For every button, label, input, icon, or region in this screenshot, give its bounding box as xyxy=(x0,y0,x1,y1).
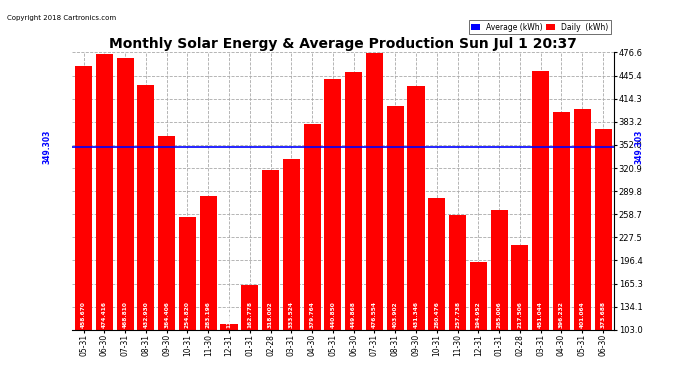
Bar xyxy=(470,262,487,330)
Text: 458.670: 458.670 xyxy=(81,301,86,328)
Text: 217.506: 217.506 xyxy=(518,301,522,328)
Bar xyxy=(428,198,445,330)
Bar xyxy=(75,66,92,330)
Text: 396.232: 396.232 xyxy=(559,301,564,328)
Bar xyxy=(304,124,321,330)
Title: Monthly Solar Energy & Average Production Sun Jul 1 20:37: Monthly Solar Energy & Average Productio… xyxy=(109,37,578,51)
Text: 401.064: 401.064 xyxy=(580,301,584,328)
Text: 476.554: 476.554 xyxy=(372,301,377,328)
Text: 194.952: 194.952 xyxy=(476,301,481,328)
Legend: Average (kWh), Daily  (kWh): Average (kWh), Daily (kWh) xyxy=(469,20,611,34)
Text: 283.196: 283.196 xyxy=(206,301,210,328)
Bar xyxy=(366,53,383,330)
Bar xyxy=(511,245,529,330)
Text: 474.416: 474.416 xyxy=(102,301,107,328)
Text: 449.868: 449.868 xyxy=(351,301,356,328)
Text: Copyright 2018 Cartronics.com: Copyright 2018 Cartronics.com xyxy=(7,15,116,21)
Text: 257.738: 257.738 xyxy=(455,301,460,328)
Bar xyxy=(408,86,424,330)
Text: 349.303: 349.303 xyxy=(43,130,52,164)
Bar xyxy=(491,210,508,330)
Bar xyxy=(241,285,258,330)
Text: 379.764: 379.764 xyxy=(310,301,315,328)
Text: 318.002: 318.002 xyxy=(268,301,273,328)
Bar xyxy=(158,136,175,330)
Bar xyxy=(386,106,404,330)
Bar xyxy=(96,54,113,330)
Text: 451.044: 451.044 xyxy=(538,301,543,328)
Text: 364.406: 364.406 xyxy=(164,301,169,328)
Bar xyxy=(117,58,134,330)
Text: 110.342: 110.342 xyxy=(226,301,231,328)
Text: 431.346: 431.346 xyxy=(413,301,419,328)
Text: 333.524: 333.524 xyxy=(289,301,294,328)
Bar xyxy=(532,72,549,330)
Bar xyxy=(283,159,300,330)
Bar xyxy=(345,72,362,330)
Text: 162.778: 162.778 xyxy=(247,301,253,328)
Bar xyxy=(553,112,570,330)
Text: 373.688: 373.688 xyxy=(600,301,606,328)
Bar xyxy=(137,85,155,330)
Text: 280.476: 280.476 xyxy=(434,301,440,328)
Bar xyxy=(179,217,196,330)
Bar xyxy=(449,215,466,330)
Text: 468.810: 468.810 xyxy=(123,301,128,328)
Text: 432.930: 432.930 xyxy=(144,301,148,328)
Bar xyxy=(199,196,217,330)
Bar xyxy=(324,79,342,330)
Text: 349.303: 349.303 xyxy=(635,130,644,164)
Text: 440.850: 440.850 xyxy=(331,301,335,328)
Bar xyxy=(595,129,611,330)
Bar xyxy=(262,170,279,330)
Text: 254.820: 254.820 xyxy=(185,301,190,328)
Text: 403.902: 403.902 xyxy=(393,301,397,328)
Bar xyxy=(221,324,237,330)
Text: 265.006: 265.006 xyxy=(497,301,502,328)
Bar xyxy=(573,108,591,330)
